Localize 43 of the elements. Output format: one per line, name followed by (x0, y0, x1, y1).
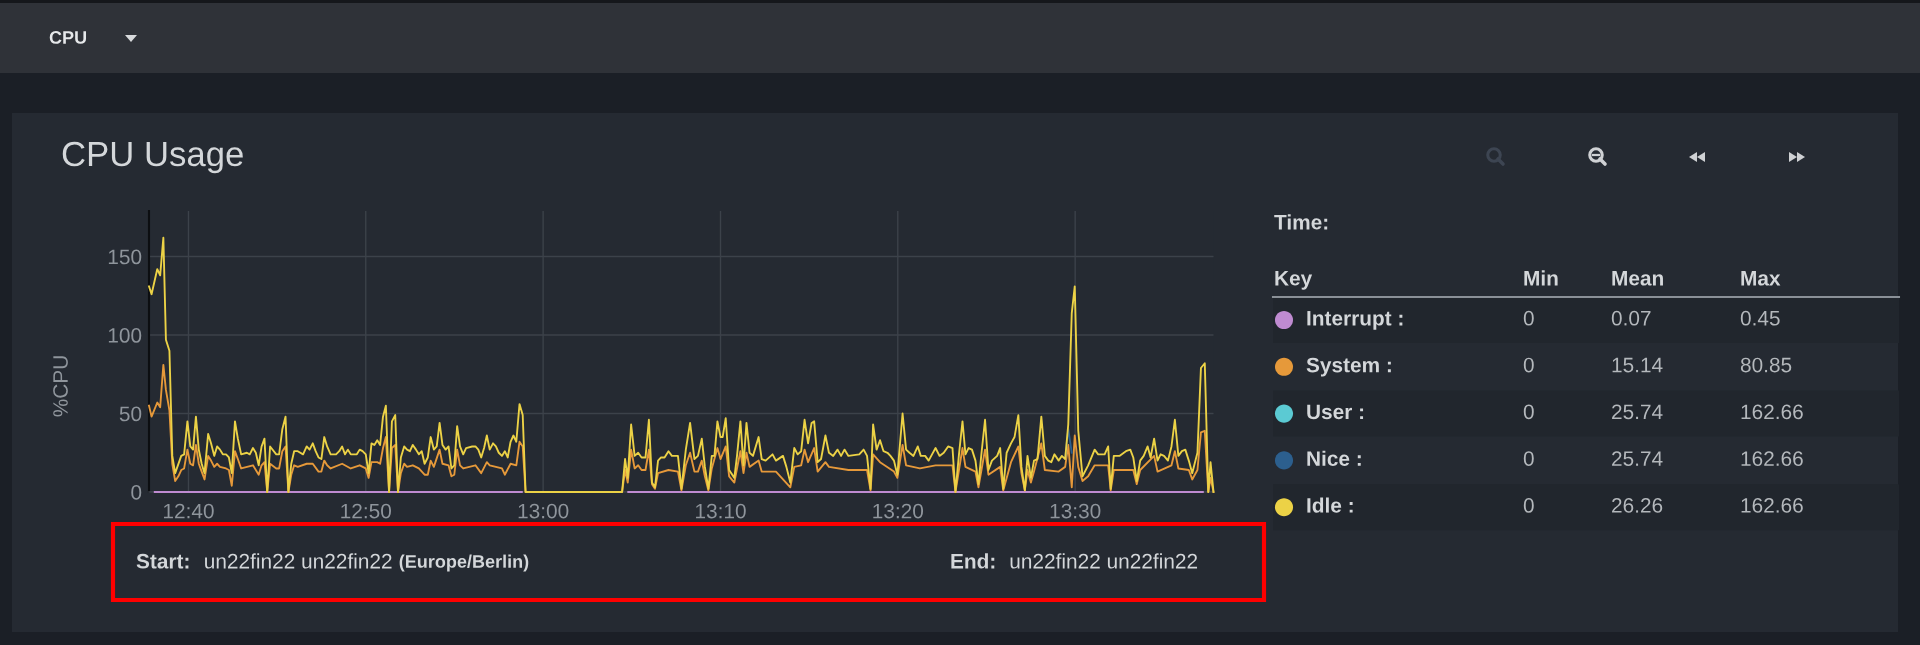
text: Mean (1612, 271, 1663, 286)
text: 0 (1523, 498, 1534, 513)
text: 26.26 (1612, 498, 1663, 513)
x-tick-label: 13:30 (1050, 503, 1101, 519)
legend-label: System : (1306, 357, 1391, 377)
text: Max (1741, 271, 1781, 286)
text: 15.14 (1612, 357, 1663, 373)
legend-label: Idle : (1307, 497, 1353, 513)
text: Min (1524, 270, 1558, 286)
text: 0 (1523, 451, 1534, 466)
text: 0 (1523, 357, 1534, 373)
text: 162.66 (1741, 404, 1803, 420)
text: 0 (1523, 404, 1534, 420)
x-tick-label: 12:50 (341, 503, 392, 519)
x-tick-label: 13:00 (518, 503, 569, 519)
text: Start: (136, 553, 189, 569)
y-tick-label: 150 (108, 249, 142, 265)
text: CPU (49, 31, 87, 44)
legend-label: Nice : (1307, 450, 1361, 466)
text: End: (951, 553, 995, 569)
text: un22fin22 un22fin22 (1010, 553, 1198, 569)
text: 0.07 (1611, 310, 1651, 326)
text: un22fin22 un22fin22 (205, 553, 392, 569)
text: 0 (1523, 310, 1534, 326)
x-tick-label: 13:10 (696, 503, 746, 519)
chart-title: CPU Usage (62, 141, 243, 174)
text: 25.74 (1612, 404, 1663, 420)
text: Key (1275, 271, 1313, 290)
text: 162.66 (1741, 451, 1803, 466)
legend-label: User : (1307, 404, 1364, 420)
text: Time: (1274, 214, 1328, 230)
x-tick-label: 12:40 (164, 503, 214, 519)
text: 162.66 (1741, 498, 1803, 513)
text: 80.85 (1740, 357, 1792, 373)
x-tick-label: 13:20 (873, 503, 924, 519)
legend-label: Interrupt : (1307, 311, 1403, 330)
text: (Europe/Berlin) (399, 554, 529, 572)
y-tick-label: 100 (108, 328, 142, 343)
text: 25.74 (1612, 451, 1663, 466)
y-tick-label: 0 (131, 485, 142, 500)
y-tick-label: 50 (119, 406, 142, 422)
y-axis-title: %CPU (53, 356, 68, 417)
text: 0.45 (1740, 310, 1780, 326)
